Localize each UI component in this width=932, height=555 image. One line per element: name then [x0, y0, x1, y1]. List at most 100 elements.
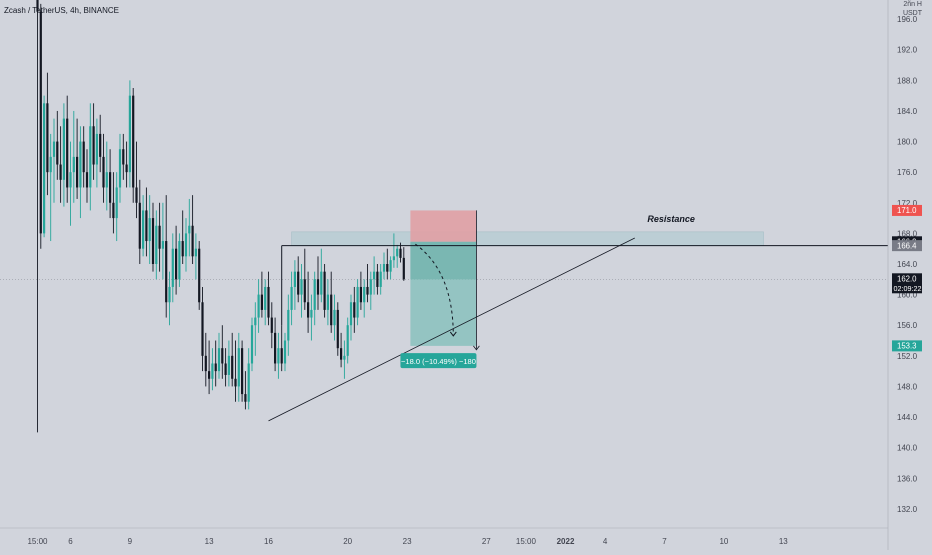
price-tick-label: 152.0: [897, 352, 918, 361]
price-tick-label: 172.0: [897, 199, 918, 208]
candle-body-down: [138, 202, 141, 249]
candle-body-up: [290, 286, 293, 310]
candle-body-down: [145, 210, 148, 242]
price-tick-label: 176.0: [897, 168, 918, 177]
candle-body-down: [175, 248, 178, 280]
candle-body-down: [85, 172, 89, 188]
candle-body-down: [307, 302, 310, 318]
candle-body-down: [224, 363, 227, 375]
candle-body-up: [369, 279, 372, 295]
candle-body-up: [346, 325, 349, 356]
candle-body-down: [386, 264, 389, 272]
candle-body-down: [402, 257, 405, 280]
candle-body-up: [392, 256, 395, 261]
candle-body-up: [254, 317, 257, 326]
time-tick-label: 15:00: [27, 537, 48, 546]
time-tick-label: 2022: [557, 537, 575, 546]
time-tick-label: 13: [205, 537, 214, 546]
candle-body-up: [227, 355, 230, 375]
candle-body-down: [109, 172, 112, 203]
currency-label: 2ñn H USDT: [903, 0, 922, 18]
candle-body-up: [178, 241, 181, 280]
price-tick-label: 148.0: [897, 382, 918, 391]
symbol-title: Zcash / TetherUS, 4h, BINANCE: [4, 6, 120, 15]
candle-body-down: [270, 317, 273, 333]
price-badge-value: 171.0: [897, 206, 917, 215]
price-tick-label: 188.0: [897, 76, 918, 85]
time-tick-label: 4: [603, 537, 608, 546]
candle-body-down: [181, 241, 184, 257]
candle-body-up: [43, 103, 46, 234]
candle-body-down: [66, 118, 69, 188]
candle-body-down: [244, 394, 247, 402]
candle-body-up: [171, 248, 174, 287]
price-badge-black: [892, 273, 922, 294]
candle-body-up: [250, 325, 254, 364]
candle-body-up: [283, 340, 287, 364]
candle-body-down: [231, 355, 234, 379]
candle-body-down: [316, 279, 320, 295]
candle-body-up: [89, 126, 92, 188]
stop-zone: [410, 210, 477, 242]
candle-body-up: [333, 309, 336, 326]
candle-body-up: [62, 118, 65, 180]
price-badge-value: 162.0: [897, 275, 917, 284]
candle-body-up: [247, 363, 250, 402]
candle-body-down: [376, 271, 379, 287]
currency-top-label: 2ñn H: [903, 1, 922, 8]
candle-body-up: [382, 264, 386, 272]
candle-body-up: [310, 309, 313, 318]
candle-body-up: [142, 210, 145, 249]
currency-unit-label: USDT: [902, 10, 922, 17]
candle-body-up: [69, 172, 72, 188]
candle-body-up: [277, 348, 280, 364]
price-tick-label: 132.0: [897, 505, 918, 514]
filled-target-zone: [410, 241, 477, 280]
candle-body-up: [194, 248, 197, 257]
price-badge-value: 153.3: [897, 342, 917, 351]
candle-body-up: [264, 286, 267, 310]
candle-body-up: [320, 271, 323, 295]
candle-body-down: [56, 141, 59, 165]
candle-body-down: [336, 309, 339, 349]
candle-body-down: [280, 348, 283, 364]
candle-body-up: [49, 156, 52, 173]
price-badge-teal: [892, 340, 922, 352]
price-tick-label: 184.0: [897, 107, 918, 116]
candle-body-up: [79, 141, 82, 188]
time-tick-label: 15:00: [516, 537, 537, 546]
candle-body-down: [76, 156, 79, 188]
drawings-layer: Resistance −18.0 (−10.49%) −180: [268, 210, 888, 422]
resistance-zone: [291, 231, 764, 246]
price-tick-label: 164.0: [897, 260, 918, 269]
candle-body-down: [112, 202, 115, 219]
candle-body-up: [168, 286, 171, 303]
arrow-down-icon: [473, 345, 480, 351]
candles-layer: [36, 0, 405, 433]
candle-body-up: [52, 141, 56, 157]
projection-arrow-icon: [449, 331, 457, 337]
time-axis: 15:00 6 9 13 16 20 23 27 15:00 2022 4 7 10 13: [0, 527, 888, 546]
candle-body-down: [165, 241, 168, 303]
candle-body-down: [99, 133, 102, 157]
candle-body-up: [349, 302, 353, 326]
candle-body-down: [274, 332, 277, 364]
price-badge-red: [892, 204, 922, 216]
candle-body-up: [211, 363, 214, 379]
candle-body-up: [257, 294, 260, 318]
candle-body-down: [204, 355, 207, 372]
candle-body-down: [359, 286, 362, 303]
price-tick-label: 136.0: [897, 474, 918, 483]
candle-body-down: [82, 141, 85, 173]
candle-body-up: [105, 172, 108, 188]
price-axis: 132.0 136.0 140.0 144.0 148.0 152.0 156.0 160.0…: [887, 0, 932, 550]
candle-body-down: [191, 225, 194, 257]
candle-body-down: [297, 271, 300, 295]
candle-body-up: [118, 149, 122, 188]
candle-body-up: [373, 271, 376, 280]
candle-body-down: [135, 187, 138, 203]
resistance-label: Resistance: [647, 214, 695, 224]
pct-label-box: [400, 353, 477, 369]
